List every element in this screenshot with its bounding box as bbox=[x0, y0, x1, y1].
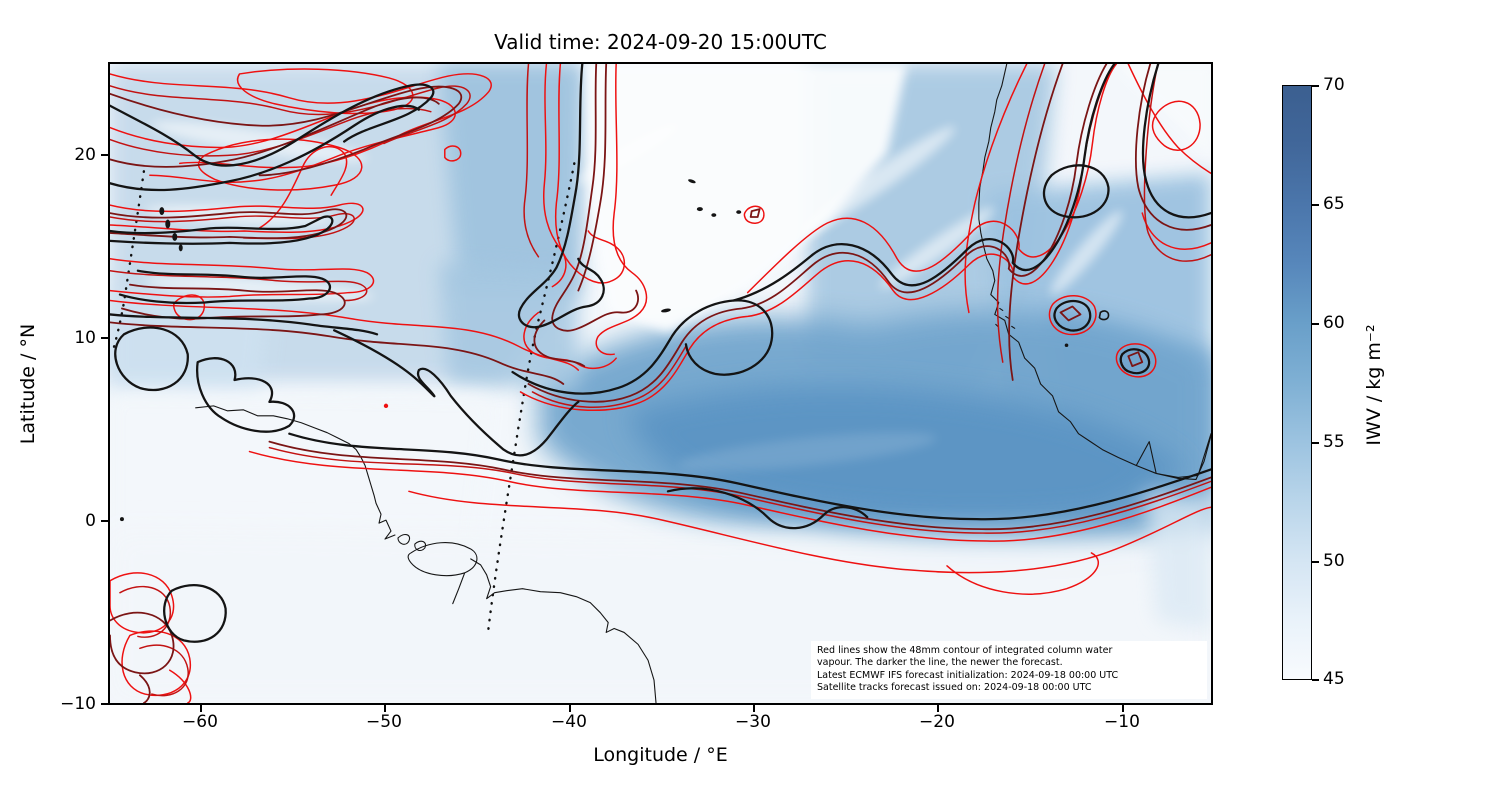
plot-title: Valid time: 2024-09-20 15:00UTC bbox=[494, 30, 827, 54]
y-tick-mark bbox=[101, 337, 108, 339]
colorbar-tick-label: 70 bbox=[1323, 75, 1345, 95]
y-tick-mark bbox=[101, 154, 108, 156]
x-tick-mark bbox=[937, 705, 939, 712]
contours-black-newest bbox=[110, 64, 1211, 643]
colorbar-tick-mark bbox=[1312, 561, 1319, 563]
colorbar-tick-label: 50 bbox=[1323, 551, 1345, 571]
x-tick-label: −40 bbox=[551, 712, 587, 732]
x-tick-mark bbox=[1122, 705, 1124, 712]
contours-darkred-mid bbox=[110, 64, 1211, 703]
map-canvas bbox=[110, 64, 1211, 703]
colorbar-tick-mark bbox=[1312, 323, 1319, 325]
y-tick-label: 20 bbox=[74, 145, 96, 165]
colorbar-tick-label: 65 bbox=[1323, 194, 1345, 214]
x-axis-label: Longitude / °E bbox=[593, 744, 728, 766]
contours-red-oldest bbox=[110, 64, 1211, 703]
y-axis-label: Latitude / °N bbox=[17, 323, 39, 445]
y-tick-label: 0 bbox=[85, 511, 96, 531]
x-tick-mark bbox=[569, 705, 571, 712]
x-tick-mark bbox=[384, 705, 386, 712]
coastline-offshore-islets bbox=[995, 307, 1016, 329]
x-tick-label: −10 bbox=[1104, 712, 1140, 732]
x-tick-label: −50 bbox=[366, 712, 402, 732]
satellite-track-dotted-1 bbox=[486, 162, 576, 637]
x-tick-mark bbox=[753, 705, 755, 712]
colorbar-gradient bbox=[1282, 85, 1312, 680]
colorbar-tick-mark bbox=[1312, 442, 1319, 444]
satellite-track-dotted-2 bbox=[110, 170, 146, 356]
colorbar-tick-mark bbox=[1312, 679, 1319, 681]
colorbar-tick-mark bbox=[1312, 204, 1319, 206]
colorbar-tick-label: 45 bbox=[1323, 669, 1345, 689]
y-tick-label: 10 bbox=[74, 328, 96, 348]
x-tick-label: −20 bbox=[919, 712, 955, 732]
colorbar-label: IWV / kg m⁻² bbox=[1363, 324, 1385, 446]
y-tick-mark bbox=[101, 703, 108, 705]
coastline-africa bbox=[978, 64, 1211, 480]
colorbar-tick-mark bbox=[1312, 85, 1319, 87]
annotation-line-3: Latest ECMWF IFS forecast initialization… bbox=[817, 669, 1119, 681]
map-plot: Red lines show the 48mm contour of integ… bbox=[108, 62, 1213, 705]
island-specks bbox=[119, 179, 1069, 522]
colorbar-tick-label: 60 bbox=[1323, 313, 1345, 333]
annotation-line-1: Red lines show the 48mm contour of integ… bbox=[817, 644, 1113, 656]
x-tick-mark bbox=[200, 705, 202, 712]
colorbar-tick-label: 55 bbox=[1323, 432, 1345, 452]
annotation-line-2: vapour. The darker the line, the newer t… bbox=[817, 657, 1063, 669]
x-tick-label: −30 bbox=[735, 712, 771, 732]
x-tick-label: −60 bbox=[182, 712, 218, 732]
y-tick-mark bbox=[101, 520, 108, 522]
annotation-line-4: Satellite tracks forecast issued on: 202… bbox=[817, 682, 1092, 694]
y-tick-label: −10 bbox=[60, 694, 96, 714]
annotation-box: Red lines show the 48mm contour of integ… bbox=[811, 640, 1207, 699]
coastline-south-america bbox=[195, 405, 657, 703]
